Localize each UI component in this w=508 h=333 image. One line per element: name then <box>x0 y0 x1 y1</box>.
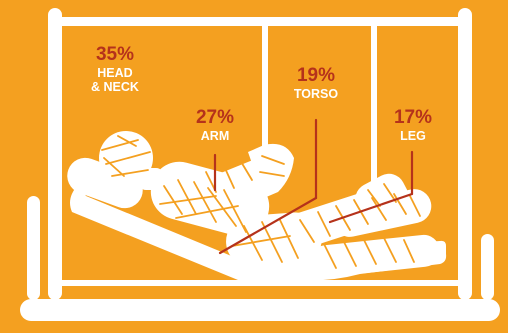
injury-label-torso: 19% TORSO <box>280 66 352 102</box>
injury-part: TORSO <box>293 87 339 101</box>
injury-part: ARM <box>200 129 230 143</box>
injury-label-leg: 17% LEG <box>378 108 448 144</box>
injury-part: HEAD & NECK <box>91 66 139 94</box>
injury-percent: 17% <box>393 107 433 128</box>
injury-percent: 19% <box>296 65 336 86</box>
injury-part: LEG <box>400 129 426 143</box>
injury-label-head-neck: 35% HEAD & NECK <box>72 45 158 95</box>
hospital-bed-icon <box>20 8 500 321</box>
leg-pointer-diagonal <box>328 192 414 224</box>
injury-percent: 27% <box>195 107 235 128</box>
pointer-lines <box>213 118 414 255</box>
torso-pointer-diagonal <box>218 196 318 255</box>
injury-percent: 35% <box>95 44 135 65</box>
injury-label-arm: 27% ARM <box>178 108 252 144</box>
